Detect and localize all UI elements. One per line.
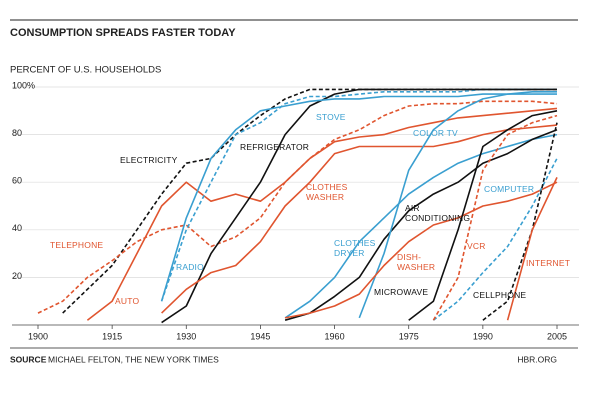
source: MICHAEL FELTON, THE NEW YORK TIMES — [48, 354, 219, 364]
series-label: DISH-WASHER — [397, 252, 436, 272]
x-tick-label: 1990 — [473, 331, 493, 341]
series-line — [358, 91, 557, 319]
series-line — [161, 88, 557, 324]
series-line — [284, 181, 558, 319]
y-tick-label: 20 — [12, 271, 22, 281]
x-tick-label: 1975 — [399, 331, 419, 341]
series-label: AUTO — [115, 296, 140, 306]
x-tick-label: 1960 — [325, 331, 345, 341]
series-label: STOVE — [316, 112, 346, 122]
series-label: COLOR TV — [413, 128, 458, 138]
x-tick-label: 1900 — [28, 331, 48, 341]
series-line — [482, 122, 558, 321]
x-tick-label: 1945 — [250, 331, 270, 341]
y-tick-label: 100% — [12, 80, 35, 90]
credit: HBR.ORG — [517, 354, 557, 364]
series-label: COMPUTER — [484, 184, 535, 194]
series-label: CLOTHES DRYER — [334, 238, 376, 258]
series-line — [432, 114, 558, 321]
series-label: REFRIGERATOR — [240, 142, 310, 152]
series-label: AIR CONDITIONING — [405, 203, 471, 223]
series-label: TELEPHONE — [50, 240, 104, 250]
series-label: VCR — [467, 241, 486, 251]
series-label: MICROWAVE — [374, 287, 429, 297]
series-line — [86, 107, 558, 321]
series-line — [408, 110, 558, 321]
series-label: INTERNET — [526, 258, 571, 268]
series-label: CELLPHONE — [473, 290, 527, 300]
series-line — [161, 124, 558, 314]
x-tick-label: 1930 — [176, 331, 196, 341]
series-line — [284, 133, 558, 319]
y-tick-label: 40 — [12, 223, 22, 233]
subtitle: PERCENT OF U.S. HOUSEHOLDS — [10, 65, 161, 76]
series-line — [160, 93, 557, 302]
series-line — [62, 88, 557, 314]
series-label: RADIO — [176, 262, 204, 272]
y-tick-label: 60 — [12, 176, 22, 186]
series-label: CLOTHES WASHER — [306, 182, 348, 202]
y-tick-label: 80 — [12, 128, 22, 138]
series-label: ELECTRICITY — [120, 155, 178, 165]
source-label: SOURCE — [10, 354, 47, 364]
series-line — [432, 158, 558, 321]
x-tick-label: 2005 — [547, 331, 567, 341]
chart-title: CONSUMPTION SPREADS FASTER TODAY — [10, 27, 236, 39]
series-line — [506, 177, 558, 321]
series-line — [284, 129, 558, 321]
x-tick-label: 1915 — [102, 331, 122, 341]
